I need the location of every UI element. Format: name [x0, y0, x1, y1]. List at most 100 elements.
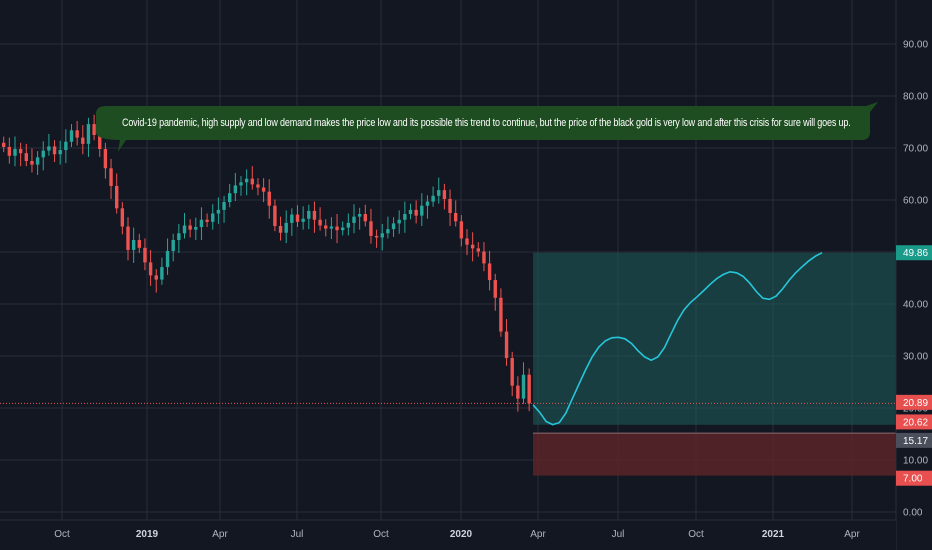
time-tick-label: Apr [844, 529, 860, 540]
candle-body [465, 238, 469, 245]
stop-badge: 7.00 [896, 470, 932, 486]
candle [499, 288, 503, 337]
candle-body [41, 150, 45, 158]
candle-body [58, 150, 62, 155]
candle [35, 151, 40, 176]
candle-body [222, 202, 226, 210]
candle-body [318, 219, 322, 226]
marker-badge: 15.17 [896, 432, 932, 448]
candle-body [363, 214, 367, 222]
candle [148, 249, 153, 286]
candle-body [216, 209, 221, 214]
candle-body [442, 190, 447, 199]
candle [30, 148, 34, 173]
candle [341, 221, 345, 236]
candle [261, 178, 266, 203]
candle-body [188, 225, 192, 230]
candle [403, 201, 407, 233]
candle [103, 142, 108, 179]
candle [109, 158, 113, 199]
candle [521, 362, 526, 404]
price-axis-bg [896, 0, 932, 550]
price-axis[interactable]: 0.0010.0020.0030.0040.0050.0060.0070.008… [895, 0, 932, 550]
annotation-callout[interactable] [96, 102, 878, 152]
candle [437, 177, 441, 204]
candle-body [182, 225, 187, 234]
annotation-label: Covid-19 pandemic, high supply and low d… [121, 117, 851, 129]
candle [47, 133, 51, 156]
candle [380, 223, 384, 251]
candle-body [86, 124, 91, 144]
candle-body [403, 214, 407, 220]
candle [211, 204, 215, 230]
candle [69, 124, 74, 147]
candle [228, 183, 232, 208]
candle [41, 141, 45, 171]
candle [131, 227, 136, 263]
entry-badge-bg [896, 414, 932, 430]
candle-body [386, 229, 390, 234]
price-tick-label: 80.00 [903, 92, 928, 103]
candle-body [233, 185, 238, 194]
candle-body [250, 178, 254, 185]
candle [352, 204, 356, 234]
candle [476, 242, 480, 257]
candle [482, 242, 486, 272]
candle-body [346, 222, 351, 228]
candle [329, 217, 334, 239]
price-tick-label: 10.00 [903, 456, 928, 467]
entry-badge: 20.62 [896, 414, 932, 430]
candle-body [109, 168, 113, 186]
time-tick-label: 2020 [450, 529, 473, 540]
candle-body [103, 149, 108, 169]
candle [391, 217, 396, 237]
candle [273, 199, 277, 232]
time-axis[interactable]: Oct 2019 Apr Jul Oct 2020 Apr Jul Oct 2021 Apr [0, 519, 896, 550]
candle-body [98, 135, 102, 150]
candle [92, 114, 96, 141]
candle [284, 210, 288, 244]
candle [301, 206, 305, 230]
candle [137, 233, 141, 254]
candle-body [171, 240, 175, 251]
candle [386, 216, 390, 239]
time-tick-label: Apr [530, 529, 546, 540]
candle-body [154, 275, 158, 280]
time-tick-label: Oct [54, 529, 70, 540]
candle [510, 351, 514, 397]
profit-zone [533, 252, 896, 425]
candle-body [165, 250, 170, 268]
candle [154, 269, 158, 293]
candle-body [52, 146, 57, 155]
candle [357, 207, 362, 230]
candle [64, 129, 68, 164]
stop-badge-label: 7.00 [903, 474, 923, 485]
candle [233, 172, 238, 202]
candle [18, 142, 23, 167]
candle-body [335, 226, 339, 231]
candle-body [510, 358, 514, 386]
candle [126, 217, 130, 261]
candle-body [256, 184, 260, 188]
candle [527, 368, 531, 412]
candle-body [18, 149, 23, 154]
candle-body [7, 146, 12, 156]
time-tick-label: Oct [373, 529, 389, 540]
candle-body [2, 142, 6, 147]
candle [442, 183, 447, 210]
candle-body [177, 233, 181, 241]
candle [307, 204, 311, 230]
candle [369, 208, 373, 244]
candle-body [448, 198, 452, 213]
candle-body [482, 251, 486, 264]
stop-badge-bg [896, 470, 932, 486]
candle-body [499, 297, 503, 332]
candle-body [75, 130, 79, 138]
candle [346, 213, 351, 236]
time-axis-bg [0, 520, 896, 550]
candle-body [516, 385, 520, 399]
candle-body [284, 222, 288, 233]
candle [493, 273, 497, 311]
candle [75, 120, 79, 146]
